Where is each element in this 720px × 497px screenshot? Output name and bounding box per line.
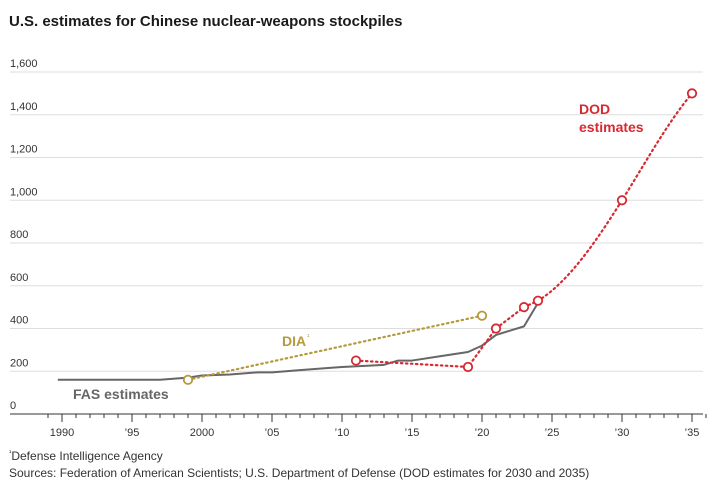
x-tick-label: ’95 — [125, 427, 140, 439]
gridlines — [10, 71, 703, 372]
dod-data-point — [490, 323, 502, 334]
footnote-dia-text: Defense Intelligence Agency — [11, 449, 163, 463]
dod-series-label-line1: DOD — [579, 101, 610, 117]
footnote-mark: ¹ — [9, 450, 12, 457]
footnote-dia: ¹Defense Intelligence Agency — [9, 449, 163, 463]
y-tick-label: 200 — [10, 357, 28, 369]
series-lines — [57, 92, 694, 381]
fas-series-line — [57, 302, 539, 381]
x-axis: 1990 ’95 2000 ’05 ’10 ’15 ’20 ’25 ’30 ’35 — [10, 413, 707, 439]
series-points — [182, 88, 698, 385]
dod-series-line — [354, 92, 694, 369]
dod-data-point — [350, 355, 362, 366]
dod-data-point — [462, 361, 474, 373]
dod-data-point — [518, 302, 530, 313]
dod-series-label-line2: estimates — [579, 119, 644, 135]
x-tick-label: ’25 — [545, 427, 560, 439]
y-tick-label: 1,600 — [10, 58, 38, 70]
x-tick-label: ’30 — [615, 427, 630, 439]
y-tick-label: 400 — [10, 315, 28, 327]
dia-data-point — [182, 374, 194, 385]
x-tick-label: ’35 — [685, 427, 700, 439]
y-tick-label: 0 — [10, 400, 16, 412]
x-tick-label: ’05 — [265, 427, 280, 439]
fas-series-label: FAS estimates — [73, 386, 169, 402]
y-tick-label: 1,400 — [10, 101, 38, 113]
x-tick-label: ’10 — [335, 427, 350, 439]
x-tick-label: ’20 — [475, 427, 490, 439]
x-tick-label: ’15 — [405, 427, 420, 439]
series-labels: FAS estimates DIA ¹ DOD estimates — [73, 101, 644, 402]
y-tick-label: 600 — [10, 272, 28, 284]
y-tick-label: 800 — [10, 229, 28, 241]
dod-data-point — [686, 88, 698, 99]
x-tick-label: 2000 — [190, 427, 214, 439]
dia-series-label: DIA — [282, 333, 306, 349]
sources-note: Sources: Federation of American Scientis… — [9, 466, 590, 480]
dia-footnote-mark: ¹ — [307, 334, 310, 341]
y-tick-label: 1,000 — [10, 186, 38, 198]
x-tick-label: 1990 — [50, 427, 74, 439]
y-tick-label: 1,200 — [10, 144, 38, 156]
dod-data-point — [616, 195, 628, 206]
chart-title: U.S. estimates for Chinese nuclear-weapo… — [9, 13, 403, 30]
dia-series-line — [186, 314, 484, 381]
dod-data-point — [532, 295, 544, 306]
y-axis-labels: 0 200 400 600 800 1,000 1,200 1,400 1,600 — [10, 58, 38, 412]
dia-data-point — [476, 310, 488, 321]
